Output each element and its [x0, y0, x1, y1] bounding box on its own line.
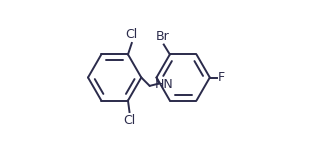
Text: F: F [217, 71, 224, 84]
Text: Br: Br [156, 30, 170, 43]
Text: Cl: Cl [126, 29, 138, 42]
Text: Cl: Cl [123, 113, 136, 126]
Text: HN: HN [155, 78, 174, 91]
